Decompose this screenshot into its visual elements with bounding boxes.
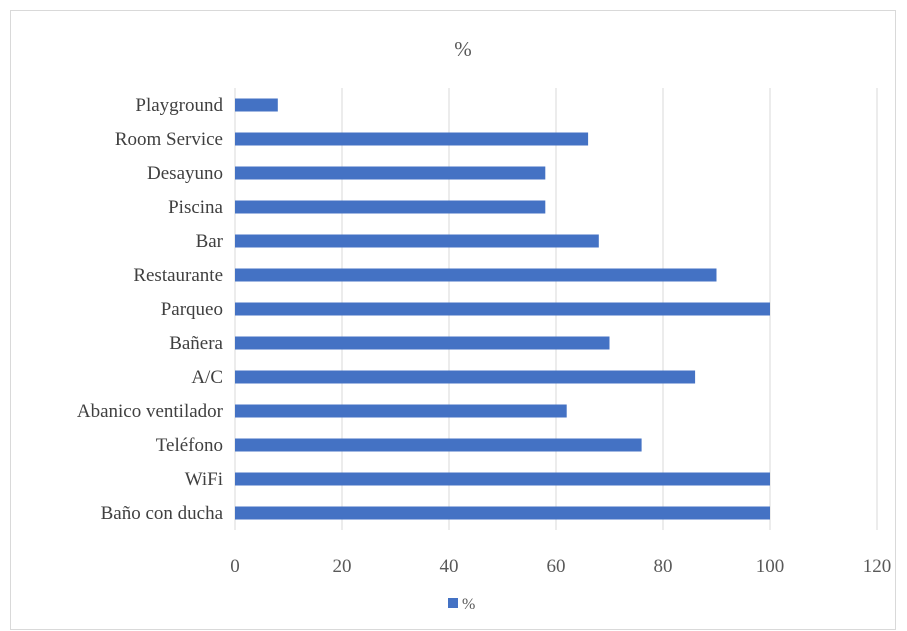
category-label: Parqueo <box>161 299 223 320</box>
bar <box>235 302 770 316</box>
bar <box>235 268 717 282</box>
chart-frame <box>10 10 896 630</box>
x-tick-label: 120 <box>863 556 892 577</box>
bar <box>235 132 589 146</box>
category-label: WiFi <box>185 469 223 490</box>
category-label: Baño con ducha <box>101 503 224 524</box>
legend: % <box>448 596 475 613</box>
bar <box>235 472 770 486</box>
bar <box>235 166 546 180</box>
x-tick-label: 0 <box>230 556 240 577</box>
category-label: Desayuno <box>147 163 223 184</box>
x-tick-label: 60 <box>547 556 566 577</box>
bars <box>235 98 770 520</box>
bar <box>235 98 278 112</box>
legend-swatch <box>448 598 458 608</box>
x-tick-labels: 0 20 40 60 80 100 120 <box>230 556 891 577</box>
x-tick-label: 40 <box>440 556 459 577</box>
category-label: Playground <box>135 95 223 116</box>
chart-title: % <box>454 37 472 61</box>
bar <box>235 336 610 350</box>
x-tick-label: 100 <box>756 556 785 577</box>
category-label: Bar <box>196 231 224 252</box>
category-label: Restaurante <box>133 265 223 286</box>
bar <box>235 234 599 248</box>
x-tick-label: 80 <box>654 556 673 577</box>
bar <box>235 370 696 384</box>
bar <box>235 438 642 452</box>
x-tick-label: 20 <box>333 556 352 577</box>
legend-label: % <box>462 596 475 613</box>
category-label: Room Service <box>115 129 223 150</box>
category-label: Teléfono <box>156 435 223 456</box>
bar <box>235 506 770 520</box>
bar <box>235 200 546 214</box>
category-label: A/C <box>191 367 223 388</box>
category-labels: Playground Room Service Desayuno Piscina Bar… <box>77 95 224 524</box>
category-label: Abanico ventilador <box>77 401 224 422</box>
category-label: Piscina <box>168 197 223 218</box>
category-label: Bañera <box>169 333 223 354</box>
bar <box>235 404 567 418</box>
